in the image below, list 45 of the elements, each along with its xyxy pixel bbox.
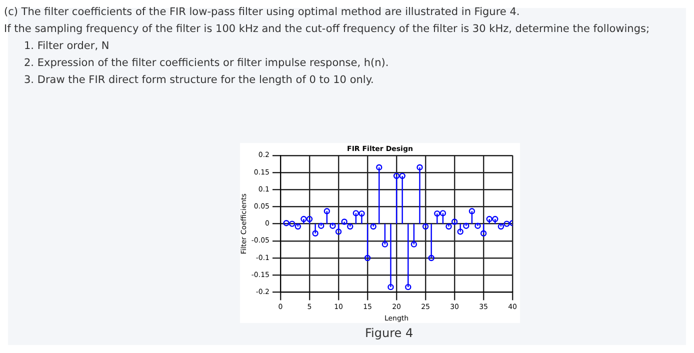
point xyxy=(289,220,296,227)
point xyxy=(463,222,470,229)
point xyxy=(474,222,481,229)
point xyxy=(410,241,418,248)
text: 1. Filter order, N xyxy=(23,39,110,54)
point xyxy=(306,216,313,222)
point xyxy=(376,164,382,170)
caption: Figure 4 xyxy=(365,326,414,340)
point xyxy=(440,210,446,216)
point xyxy=(335,228,342,235)
point xyxy=(434,210,440,217)
point xyxy=(486,216,492,222)
point xyxy=(347,223,354,230)
point xyxy=(416,164,423,170)
point xyxy=(422,223,429,230)
point xyxy=(480,230,487,236)
point xyxy=(492,216,498,222)
text: 3. Draw the FIR direct form structure for the length of 0 to 10 only. xyxy=(23,73,375,88)
point xyxy=(283,220,290,226)
point xyxy=(300,216,307,222)
point xyxy=(382,241,388,248)
point xyxy=(393,172,400,180)
point xyxy=(428,254,434,262)
text: 2. Expression of the filter coefficients or filter impulse response, h(n). xyxy=(23,56,390,71)
point xyxy=(388,284,394,290)
point xyxy=(312,230,318,236)
point xyxy=(364,254,371,262)
point xyxy=(451,218,458,225)
text: If the sampling frequency of the filter is 100 kHz and the cut-off frequency of the filter is 30 kHz, determine the followings; xyxy=(4,22,650,37)
point xyxy=(324,208,330,214)
point xyxy=(399,172,406,180)
point xyxy=(370,223,376,230)
point xyxy=(341,218,348,225)
point xyxy=(446,223,452,230)
point xyxy=(498,223,504,230)
point xyxy=(330,222,336,229)
point xyxy=(358,210,365,217)
point xyxy=(468,208,476,214)
point xyxy=(504,220,510,227)
point xyxy=(457,228,464,235)
point xyxy=(352,210,360,216)
point xyxy=(294,223,302,230)
point xyxy=(318,222,324,229)
text: (c) The filter coefficients of the FIR low-pass filter using optimal method are illustrated in Figure 4. xyxy=(4,5,521,20)
point xyxy=(405,284,412,290)
